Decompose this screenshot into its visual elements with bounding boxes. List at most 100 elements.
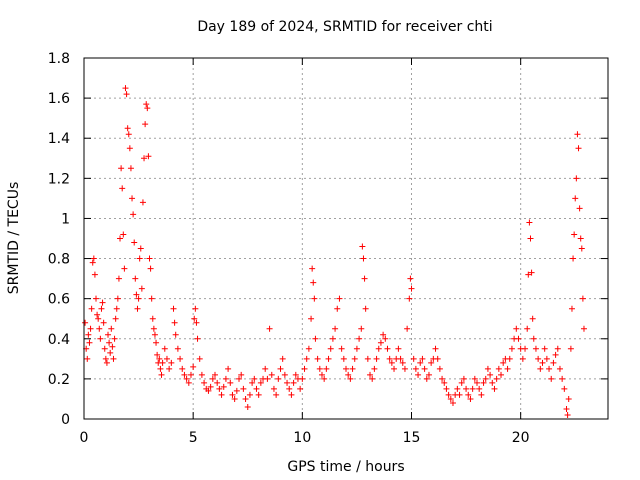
data-point — [506, 355, 513, 362]
data-point — [406, 295, 413, 302]
data-point — [408, 285, 415, 292]
data-point — [388, 359, 395, 366]
data-point — [201, 379, 208, 386]
data-point — [325, 355, 332, 362]
data-point — [288, 391, 295, 398]
data-point — [308, 315, 315, 322]
data-point — [281, 371, 288, 378]
data-point — [154, 351, 161, 358]
data-point — [548, 375, 555, 382]
data-point — [95, 315, 102, 322]
data-point — [131, 239, 138, 246]
data-point — [244, 403, 251, 410]
data-point — [463, 385, 470, 392]
data-point — [552, 351, 559, 358]
data-point — [380, 331, 387, 338]
data-point — [84, 355, 91, 362]
data-point — [121, 265, 128, 272]
data-point — [236, 375, 243, 382]
data-point — [146, 255, 153, 262]
data-point — [253, 385, 260, 392]
data-point — [143, 101, 150, 108]
data-point — [434, 355, 441, 362]
data-point — [565, 395, 572, 402]
data-point — [559, 375, 566, 382]
y-axis-label: SRMTID / TECUs — [6, 182, 22, 295]
data-point — [177, 355, 184, 362]
y-tick-label: 0 — [61, 412, 70, 428]
data-point — [460, 375, 467, 382]
data-point — [141, 155, 148, 162]
data-point — [222, 375, 229, 382]
plot-frame — [83, 57, 609, 420]
data-point — [148, 295, 155, 302]
data-point — [561, 385, 568, 392]
data-point — [126, 145, 133, 152]
data-point — [207, 383, 214, 390]
data-point — [135, 295, 142, 302]
data-point — [194, 335, 201, 342]
data-point — [500, 359, 507, 366]
data-point — [301, 365, 308, 372]
data-point — [292, 371, 299, 378]
data-point — [570, 255, 577, 262]
data-point — [423, 375, 430, 382]
data-point — [114, 295, 121, 302]
data-point — [343, 365, 349, 372]
data-point — [541, 345, 548, 352]
data-point — [227, 379, 234, 386]
data-point — [174, 345, 181, 352]
data-point — [441, 379, 448, 386]
data-point — [323, 365, 330, 372]
y-tick-label: 0.6 — [48, 292, 70, 308]
data-point — [82, 319, 89, 326]
y-tick-label: 1.8 — [48, 51, 70, 67]
data-point — [554, 345, 561, 352]
data-point — [123, 91, 130, 98]
data-point — [270, 385, 277, 392]
data-point — [277, 365, 284, 372]
data-point — [522, 345, 529, 352]
data-point — [238, 371, 245, 378]
data-point — [356, 335, 363, 342]
data-point — [508, 345, 515, 352]
data-point — [172, 331, 179, 338]
data-point — [491, 385, 498, 392]
y-tick-label: 1.2 — [48, 171, 70, 187]
data-point — [309, 265, 316, 272]
data-point — [110, 355, 117, 362]
data-point — [125, 131, 132, 138]
data-point — [351, 355, 358, 362]
data-point — [412, 365, 419, 372]
data-point — [436, 365, 443, 372]
data-point — [369, 375, 376, 382]
data-point — [564, 411, 571, 418]
data-point — [526, 219, 533, 226]
data-point — [161, 345, 168, 352]
data-point — [321, 375, 328, 382]
y-tick-label: 0.8 — [48, 252, 70, 268]
data-point — [484, 365, 491, 372]
data-point — [216, 385, 223, 392]
data-point — [364, 355, 371, 362]
data-point — [233, 387, 240, 394]
data-point — [264, 375, 271, 382]
data-point — [98, 305, 105, 312]
data-point — [122, 85, 129, 92]
data-point — [456, 391, 463, 398]
data-point — [108, 325, 115, 332]
data-point — [419, 355, 426, 362]
data-point — [105, 331, 112, 338]
data-point — [443, 385, 450, 392]
data-point — [465, 391, 472, 398]
data-point — [192, 305, 199, 312]
data-point — [482, 375, 489, 382]
data-point — [157, 365, 164, 372]
data-point — [205, 387, 212, 394]
data-point — [275, 375, 282, 382]
data-point — [404, 325, 411, 332]
data-point — [150, 325, 157, 332]
data-point — [290, 379, 297, 386]
data-point — [367, 371, 374, 378]
data-point — [214, 379, 221, 386]
